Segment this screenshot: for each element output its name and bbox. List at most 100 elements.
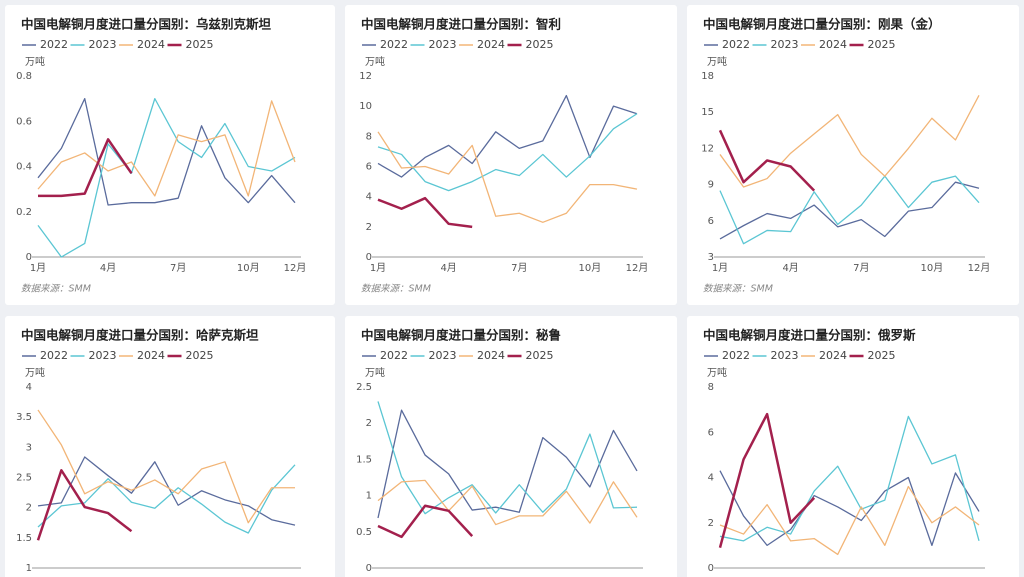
series-line <box>719 181 980 240</box>
y-tick-label: 2 <box>26 503 32 514</box>
data-source: 数据来源：SMM <box>703 284 773 295</box>
y-tick-label: 3.5 <box>16 412 32 423</box>
y-tick-label: 6 <box>708 216 714 227</box>
series-line <box>37 409 295 524</box>
legend-label: 2023 <box>89 38 117 51</box>
card-background <box>5 316 335 577</box>
series-line <box>377 409 638 519</box>
data-source: 数据来源：SMM <box>361 284 431 295</box>
x-tick-label: 10月 <box>921 262 944 274</box>
y-axis-unit: 万吨 <box>707 55 727 68</box>
series-line <box>377 401 638 515</box>
y-tick-label: 1.5 <box>16 533 32 544</box>
chart-title: 中国电解铜月度进口量分国别：智利 <box>361 17 561 32</box>
y-tick-label: 6 <box>708 427 714 438</box>
legend-label: 2022 <box>40 349 68 362</box>
y-tick-label: 3 <box>708 252 714 263</box>
legend-label: 2023 <box>771 38 799 51</box>
y-tick-label: 18 <box>701 71 714 82</box>
x-tick-label: 4月 <box>440 262 456 274</box>
y-tick-label: 1 <box>26 563 32 574</box>
legend-label: 2023 <box>429 349 457 362</box>
chart-title: 中国电解铜月度进口量分国别：俄罗斯 <box>703 328 916 343</box>
legend-label: 2024 <box>477 349 505 362</box>
x-tick-label: 10月 <box>579 262 602 274</box>
card-background <box>687 316 1019 577</box>
y-axis-unit: 万吨 <box>25 55 45 68</box>
y-tick-label: 9 <box>708 180 714 191</box>
series-line <box>37 464 296 534</box>
legend-label: 2024 <box>477 38 505 51</box>
legend-label: 2022 <box>40 38 68 51</box>
legend-label: 2025 <box>186 349 214 362</box>
series-line <box>718 129 816 192</box>
chart-title: 中国电解铜月度进口量分国别：哈萨克斯坦 <box>21 328 259 343</box>
y-axis-unit: 万吨 <box>25 366 45 379</box>
x-tick-label: 12月 <box>284 262 307 274</box>
series-line <box>719 175 980 245</box>
series-line <box>719 415 980 542</box>
legend-label: 2025 <box>186 38 214 51</box>
y-tick-label: 2 <box>708 518 714 529</box>
series-line <box>719 485 980 556</box>
x-tick-label: 7月 <box>170 262 186 274</box>
y-tick-label: 3 <box>26 442 32 453</box>
series-line <box>377 131 638 223</box>
legend-label: 2024 <box>819 38 847 51</box>
x-tick-label: 1月 <box>712 262 728 274</box>
series-line <box>377 113 638 192</box>
series-line <box>719 470 980 547</box>
legend-label: 2025 <box>868 349 896 362</box>
y-tick-label: 0 <box>366 563 372 574</box>
series-line <box>718 412 816 548</box>
legend-label: 2025 <box>526 349 554 362</box>
x-tick-label: 1月 <box>30 262 46 274</box>
x-tick-label: 12月 <box>968 262 991 274</box>
legend-label: 2023 <box>771 349 799 362</box>
y-tick-label: 8 <box>366 131 372 142</box>
y-tick-label: 0.8 <box>16 71 32 82</box>
legend-label: 2024 <box>819 349 847 362</box>
series-line <box>37 97 296 206</box>
y-tick-label: 2.5 <box>356 382 372 393</box>
y-tick-label: 0.6 <box>16 116 32 127</box>
data-source: 数据来源：SMM <box>21 284 91 295</box>
y-tick-label: 10 <box>359 101 372 112</box>
y-tick-label: 8 <box>708 382 714 393</box>
y-tick-label: 0.4 <box>16 162 32 173</box>
series-line <box>38 138 133 198</box>
series-line <box>377 94 638 178</box>
x-tick-label: 1月 <box>370 262 386 274</box>
x-tick-label: 7月 <box>853 262 869 274</box>
y-tick-label: 2 <box>366 222 372 233</box>
x-tick-label: 4月 <box>100 262 116 274</box>
legend-label: 2024 <box>137 38 165 51</box>
chart-title: 中国电解铜月度进口量分国别：乌兹别克斯坦 <box>21 17 272 32</box>
y-axis-unit: 万吨 <box>365 55 385 68</box>
y-tick-label: 0.5 <box>356 527 372 538</box>
y-tick-label: 4 <box>366 192 372 203</box>
legend-label: 2023 <box>89 349 117 362</box>
y-tick-label: 0 <box>26 252 32 263</box>
x-tick-label: 7月 <box>511 262 527 274</box>
series-line <box>37 456 296 526</box>
legend-label: 2025 <box>526 38 554 51</box>
series-line <box>36 469 133 541</box>
chart-title: 中国电解铜月度进口量分国别：秘鲁 <box>361 328 561 343</box>
legend-label: 2025 <box>868 38 896 51</box>
y-axis-unit: 万吨 <box>365 366 385 379</box>
card-background <box>345 5 677 305</box>
y-tick-label: 1.5 <box>356 454 372 465</box>
y-axis-unit: 万吨 <box>707 366 727 379</box>
y-tick-label: 1 <box>366 491 372 502</box>
series-line <box>37 97 296 258</box>
y-tick-label: 4 <box>708 473 714 484</box>
x-tick-label: 4月 <box>782 262 798 274</box>
series-line <box>719 95 980 188</box>
